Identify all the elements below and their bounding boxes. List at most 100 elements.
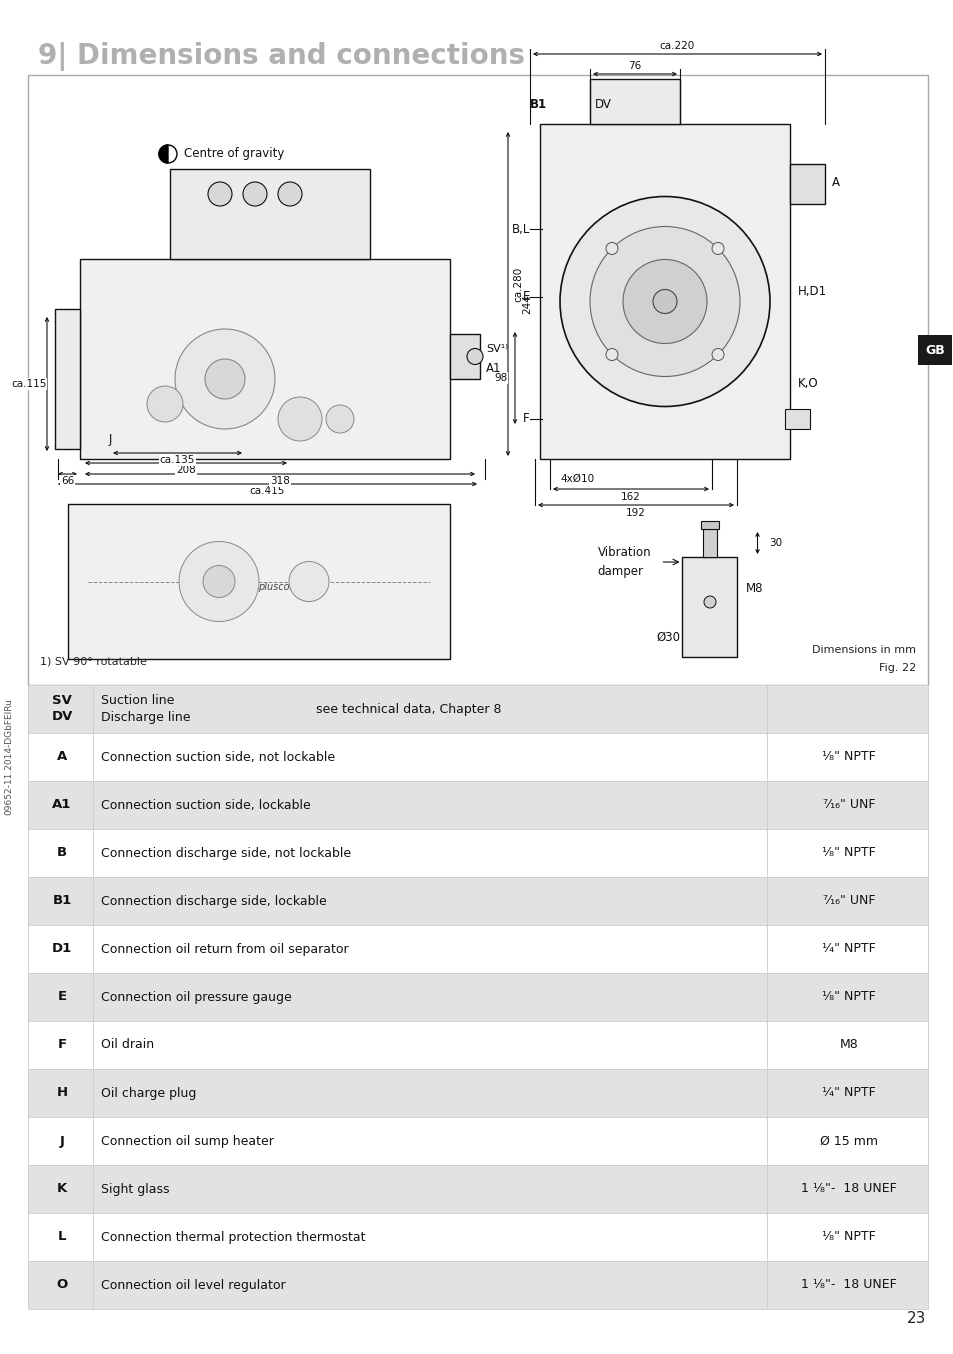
Bar [28, 1070, 927, 1117]
Bar [702, 529, 717, 556]
Bar [28, 1261, 927, 1309]
Text: GB: GB [924, 344, 943, 356]
Text: ⁷⁄₁₆" UNF: ⁷⁄₁₆" UNF [821, 895, 874, 907]
Text: D1: D1 [51, 942, 72, 956]
Text: SV: SV [52, 695, 71, 708]
Text: L: L [58, 1231, 66, 1243]
Circle shape [243, 181, 267, 206]
Text: 244: 244 [521, 294, 532, 314]
Text: ⁷⁄₁₆" UNF: ⁷⁄₁₆" UNF [821, 799, 874, 811]
Text: 66: 66 [61, 477, 74, 486]
Text: Oil charge plug: Oil charge plug [101, 1086, 196, 1099]
Bar [28, 925, 927, 974]
Text: BOCK: BOCK [199, 573, 209, 601]
Text: A1: A1 [485, 363, 501, 375]
Text: Sight glass: Sight glass [101, 1182, 170, 1196]
Text: Centre of gravity: Centre of gravity [184, 148, 284, 161]
Circle shape [559, 196, 769, 406]
Text: B1: B1 [530, 97, 547, 111]
Text: 318: 318 [270, 477, 290, 486]
Polygon shape [159, 145, 168, 162]
Text: see technical data, Chapter 8: see technical data, Chapter 8 [315, 703, 501, 715]
Text: Connection thermal protection thermostat: Connection thermal protection thermostat [101, 1231, 365, 1243]
Circle shape [203, 566, 234, 597]
Text: B: B [57, 846, 67, 860]
Text: Oil drain: Oil drain [101, 1039, 154, 1052]
Text: E: E [522, 290, 530, 303]
Text: B,L: B,L [511, 222, 530, 236]
Text: J: J [59, 1135, 65, 1147]
Text: Connection suction side, not lockable: Connection suction side, not lockable [101, 750, 335, 764]
Text: B1: B1 [52, 895, 71, 907]
Text: Vibration
damper: Vibration damper [597, 547, 651, 578]
Text: Ø30: Ø30 [656, 631, 679, 643]
Text: M8: M8 [839, 1039, 858, 1052]
Text: Discharge line: Discharge line [101, 711, 191, 724]
Text: SV¹⁾: SV¹⁾ [485, 344, 507, 353]
Text: 09652-11.2014-DGbFEIRu: 09652-11.2014-DGbFEIRu [5, 699, 13, 815]
Circle shape [711, 348, 723, 360]
Bar [28, 877, 927, 925]
Circle shape [605, 348, 618, 360]
Bar [55, 309, 80, 450]
Circle shape [277, 397, 322, 441]
Text: A: A [57, 750, 67, 764]
Bar [170, 169, 370, 259]
Text: 1 ¹⁄₈"-  18 UNEF: 1 ¹⁄₈"- 18 UNEF [801, 1278, 896, 1292]
Bar [28, 1164, 927, 1213]
Circle shape [622, 260, 706, 344]
Text: M8: M8 [744, 582, 762, 596]
Text: Connection suction side, lockable: Connection suction side, lockable [101, 799, 311, 811]
Text: O: O [56, 1278, 68, 1292]
Text: ca.415: ca.415 [250, 486, 285, 496]
Text: Connection oil return from oil separator: Connection oil return from oil separator [101, 942, 348, 956]
Text: H,D1: H,D1 [797, 284, 826, 298]
Text: ¹⁄₈" NPTF: ¹⁄₈" NPTF [821, 846, 875, 860]
Bar [28, 1117, 927, 1164]
Text: K: K [57, 1182, 67, 1196]
Text: H: H [56, 1086, 68, 1099]
Text: Connection discharge side, not lockable: Connection discharge side, not lockable [101, 846, 351, 860]
Text: Dimensions in mm: Dimensions in mm [811, 645, 915, 655]
Text: 9| Dimensions and connections: 9| Dimensions and connections [38, 42, 524, 70]
Text: ¹⁄₈" NPTF: ¹⁄₈" NPTF [821, 991, 875, 1003]
Bar [28, 1021, 927, 1070]
Circle shape [605, 242, 618, 255]
Text: pluscom: pluscom [258, 581, 299, 592]
Bar [28, 733, 927, 781]
Bar [589, 79, 679, 125]
Bar [539, 125, 789, 459]
Text: K,O: K,O [797, 378, 818, 390]
Circle shape [652, 290, 677, 314]
Text: ca.280: ca.280 [513, 267, 522, 302]
Circle shape [277, 181, 302, 206]
Text: ca.115: ca.115 [11, 379, 47, 389]
Text: E: E [57, 991, 67, 1003]
Bar [28, 781, 927, 829]
Text: A1: A1 [52, 799, 71, 811]
Text: ¹⁄₄" NPTF: ¹⁄₄" NPTF [821, 1086, 875, 1099]
Text: 30: 30 [768, 538, 781, 548]
Circle shape [208, 181, 232, 206]
Bar [28, 685, 927, 733]
Bar [28, 974, 927, 1021]
Circle shape [174, 329, 274, 429]
Text: 208: 208 [176, 464, 195, 475]
Text: Connection oil pressure gauge: Connection oil pressure gauge [101, 991, 292, 1003]
Circle shape [326, 405, 354, 433]
Bar [700, 521, 719, 529]
Text: 98: 98 [494, 372, 507, 383]
Text: 1 ¹⁄₈"-  18 UNEF: 1 ¹⁄₈"- 18 UNEF [801, 1182, 896, 1196]
Circle shape [289, 562, 329, 601]
Circle shape [179, 542, 258, 621]
Text: A: A [831, 176, 840, 188]
Text: Connection discharge side, lockable: Connection discharge side, lockable [101, 895, 327, 907]
Text: 23: 23 [905, 1311, 925, 1326]
Text: Connection oil sump heater: Connection oil sump heater [101, 1135, 274, 1147]
Bar [450, 334, 479, 379]
Bar [28, 1213, 927, 1261]
Circle shape [205, 359, 245, 399]
Text: J: J [109, 432, 112, 445]
Text: DV: DV [51, 711, 72, 723]
Text: 162: 162 [620, 492, 640, 502]
